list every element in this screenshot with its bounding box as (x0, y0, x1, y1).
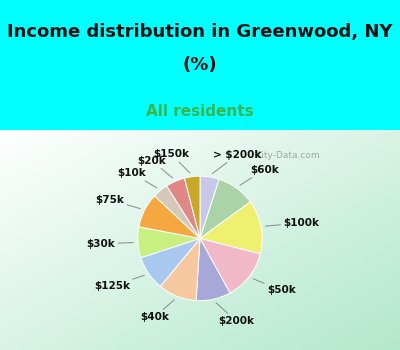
Text: $40k: $40k (140, 300, 174, 322)
Wedge shape (155, 186, 200, 238)
Text: $100k: $100k (266, 218, 319, 228)
Text: $75k: $75k (96, 195, 140, 209)
Text: $150k: $150k (153, 149, 190, 173)
Text: $20k: $20k (138, 156, 172, 178)
Wedge shape (167, 178, 200, 238)
Text: $60k: $60k (240, 165, 278, 185)
Wedge shape (196, 238, 230, 301)
Wedge shape (200, 238, 260, 293)
Wedge shape (138, 227, 200, 258)
Text: > $200k: > $200k (212, 150, 262, 174)
Wedge shape (139, 196, 200, 238)
Text: (%): (%) (183, 56, 217, 74)
Text: $30k: $30k (87, 239, 133, 249)
Wedge shape (200, 179, 250, 238)
Text: All residents: All residents (146, 104, 254, 119)
Wedge shape (200, 176, 219, 238)
Wedge shape (184, 176, 200, 238)
Text: $10k: $10k (117, 168, 157, 188)
Text: $200k: $200k (216, 303, 254, 326)
Text: $125k: $125k (94, 275, 144, 291)
Text: Income distribution in Greenwood, NY: Income distribution in Greenwood, NY (7, 23, 393, 41)
Text: City-Data.com: City-Data.com (256, 152, 320, 160)
Wedge shape (141, 238, 200, 286)
Wedge shape (200, 202, 262, 254)
Wedge shape (160, 238, 200, 301)
Text: $50k: $50k (253, 279, 296, 295)
